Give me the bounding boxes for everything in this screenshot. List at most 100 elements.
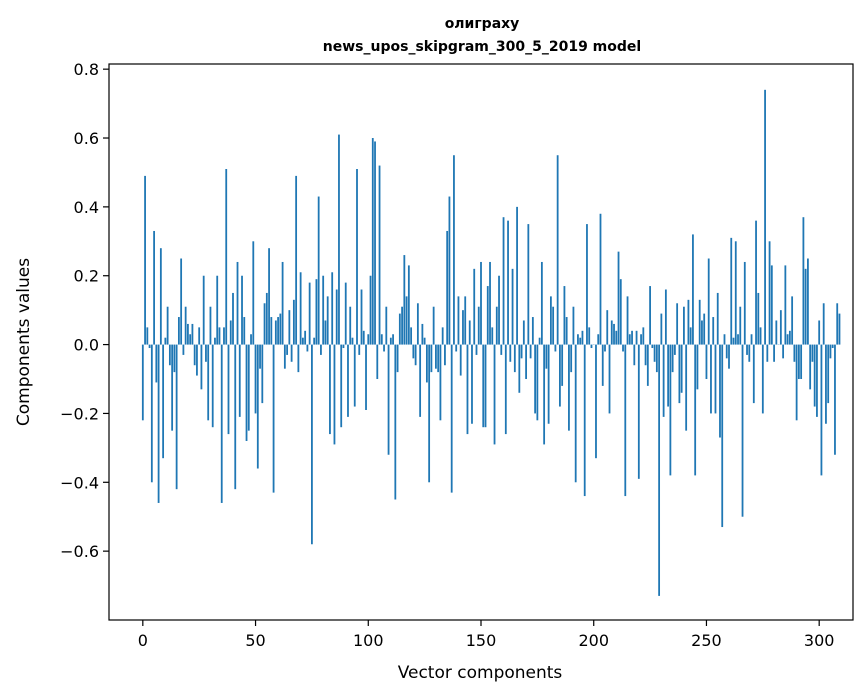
bar-111 — [392, 334, 394, 345]
bar-99 — [365, 344, 367, 410]
bar-30 — [209, 306, 212, 345]
bar-283 — [779, 310, 782, 345]
bar-192 — [574, 344, 577, 483]
bar-43 — [238, 344, 241, 417]
bar-76 — [313, 337, 316, 345]
bar-165 — [513, 344, 516, 373]
bar-253 — [712, 317, 715, 345]
bar-233 — [667, 344, 670, 407]
bar-225 — [649, 286, 651, 345]
bar-32 — [214, 337, 216, 345]
bar-134 — [444, 344, 446, 366]
bar-166 — [516, 206, 518, 345]
bar-257 — [721, 344, 724, 528]
bar-11 — [166, 306, 169, 345]
bar-46 — [245, 344, 248, 441]
bar-48 — [250, 334, 252, 345]
bar-263 — [734, 241, 737, 345]
bar-206 — [606, 310, 609, 345]
bar-261 — [730, 237, 733, 345]
bar-173 — [531, 317, 534, 345]
bar-170 — [525, 344, 527, 380]
bar-21 — [189, 334, 192, 345]
bar-279 — [770, 265, 773, 345]
bar-266 — [741, 344, 744, 517]
bar-45 — [243, 317, 246, 345]
bar-195 — [581, 330, 584, 345]
bar-202 — [597, 334, 600, 345]
bar-130 — [435, 344, 437, 369]
bar-154 — [489, 261, 491, 345]
bar-168 — [520, 344, 523, 359]
bar-139 — [455, 344, 458, 352]
bar-118 — [407, 265, 410, 345]
bar-64 — [286, 344, 289, 355]
bar-55 — [265, 292, 268, 345]
bar-65 — [288, 310, 291, 345]
bar-59 — [274, 320, 277, 345]
bar-300 — [818, 320, 821, 345]
bar-183 — [554, 344, 557, 352]
bar-126 — [425, 344, 428, 383]
x-tick-label-5: 250 — [691, 631, 722, 650]
bar-185 — [559, 344, 561, 407]
y-tick-label-6: 0.6 — [74, 129, 99, 148]
bar-242 — [687, 299, 690, 345]
bar-155 — [491, 327, 494, 345]
bar-84 — [331, 272, 334, 345]
y-tick-label-3: 0.0 — [74, 336, 99, 355]
bar-276 — [764, 89, 766, 345]
bar-190 — [570, 344, 573, 373]
bar-246 — [696, 344, 699, 390]
bar-96 — [358, 344, 361, 355]
bar-71 — [301, 337, 304, 345]
bar-81 — [324, 320, 327, 345]
bar-208 — [610, 320, 613, 345]
bar-247 — [698, 299, 701, 345]
bar-127 — [428, 344, 431, 483]
bar-94 — [353, 344, 356, 407]
bar-238 — [678, 344, 681, 404]
bars-group — [141, 89, 841, 596]
bar-235 — [671, 344, 674, 373]
bar-218 — [633, 344, 636, 366]
bar-234 — [669, 344, 672, 476]
bar-38 — [227, 344, 230, 435]
bar-60 — [277, 317, 279, 345]
bar-272 — [755, 220, 757, 345]
bar-207 — [608, 344, 611, 414]
bar-8 — [159, 248, 162, 345]
bar-22 — [191, 323, 194, 345]
chart-title-line2: news_upos_skipgram_300_5_2019 model — [323, 39, 641, 55]
bar-98 — [362, 330, 365, 345]
chart-title-line1: олиграху — [445, 16, 520, 32]
bar-294 — [804, 268, 807, 345]
bar-80 — [322, 275, 325, 345]
bar-23 — [193, 344, 196, 366]
bar-146 — [471, 344, 473, 424]
bar-24 — [196, 344, 198, 376]
bar-286 — [786, 334, 789, 345]
bar-167 — [518, 344, 521, 393]
bar-54 — [263, 303, 266, 345]
x-tick-label-2: 100 — [353, 631, 384, 650]
bar-68 — [295, 175, 298, 345]
bar-229 — [658, 344, 661, 596]
bar-180 — [547, 344, 550, 424]
bar-2 — [146, 327, 149, 345]
y-tick-label-2: −0.2 — [60, 404, 99, 423]
bar-14 — [173, 344, 176, 373]
bar-243 — [689, 327, 692, 345]
bar-239 — [680, 344, 683, 393]
bar-273 — [757, 292, 760, 345]
bar-217 — [631, 330, 633, 345]
x-axis: 0 50 100 150 200 250 300 — [138, 620, 834, 650]
bar-271 — [752, 344, 755, 404]
bar-201 — [595, 344, 597, 459]
bar-136 — [448, 196, 451, 345]
bar-248 — [701, 320, 703, 345]
bar-34 — [218, 327, 221, 345]
bar-269 — [748, 344, 751, 362]
bar-284 — [782, 344, 785, 359]
